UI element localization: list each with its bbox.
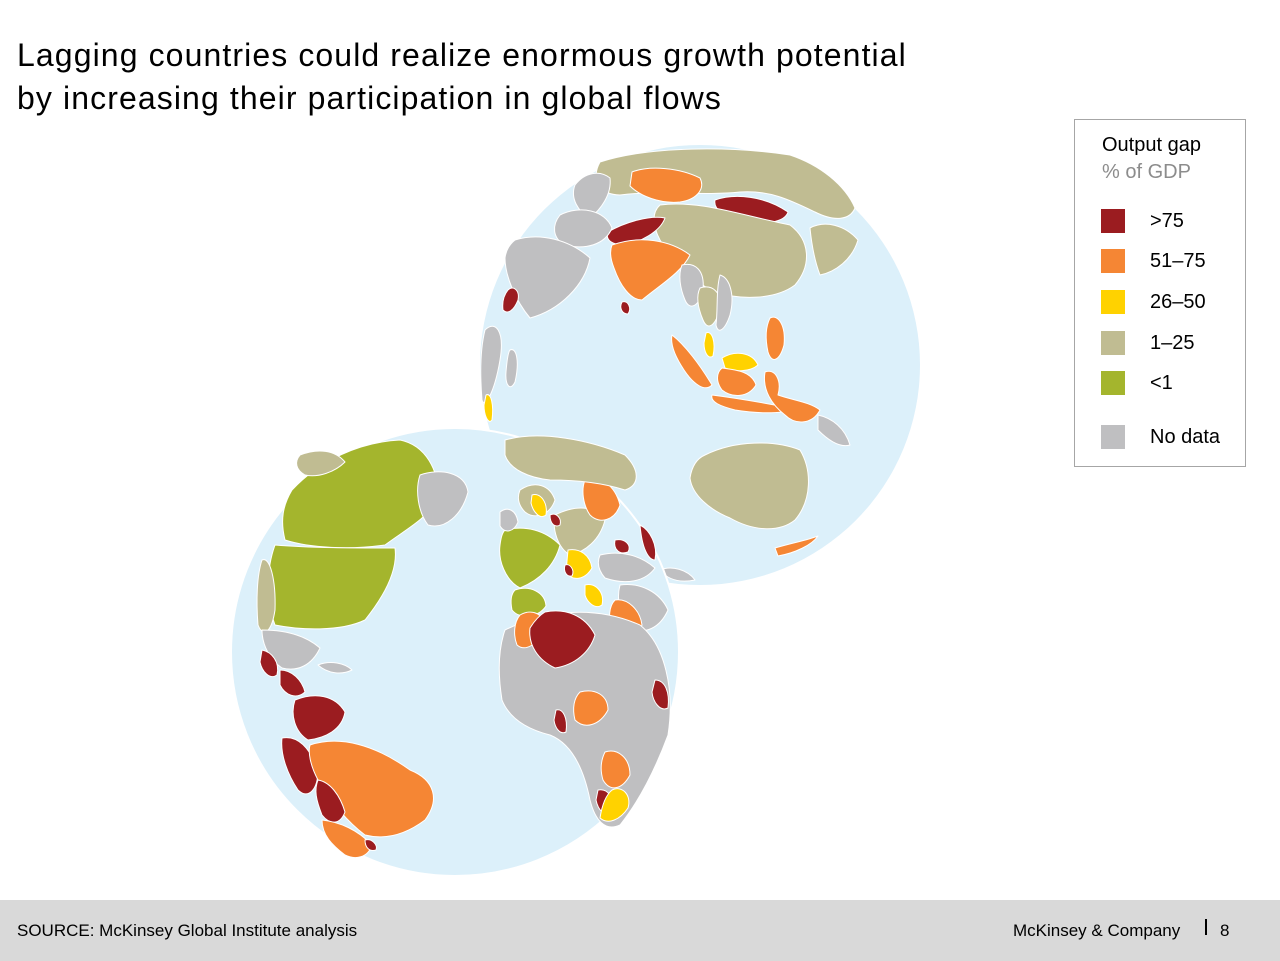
western-hemisphere-globe — [230, 427, 680, 877]
legend-swatch — [1101, 249, 1125, 273]
region-caucasus — [614, 539, 630, 554]
region-uruguay — [364, 839, 377, 851]
region-sri-lanka — [620, 301, 631, 315]
region-nigeria — [573, 690, 609, 726]
legend-label: 26–50 — [1150, 291, 1206, 313]
title-line-1: Lagging countries could realize enormous… — [17, 37, 907, 73]
region-arabia — [504, 236, 591, 319]
legend-label: 51–75 — [1150, 250, 1206, 272]
region-east-africa-west — [600, 750, 631, 789]
region-venezuela-colombia — [292, 695, 346, 741]
region-mexico-red — [259, 649, 279, 677]
title-line-2: by increasing their participation in glo… — [17, 80, 722, 116]
region-italy-red — [564, 564, 574, 577]
region-balkans-red — [549, 513, 561, 527]
region-greece-yellow — [584, 583, 604, 608]
region-thailand — [697, 286, 721, 327]
legend-swatch — [1101, 209, 1125, 233]
region-myanmar — [679, 263, 704, 307]
legend-title: Output gap — [1102, 134, 1201, 156]
region-east-antarctic-sliver — [659, 567, 696, 582]
legend-label: <1 — [1150, 372, 1173, 394]
region-caribbean — [317, 662, 353, 674]
region-argentina — [321, 819, 373, 858]
region-mozambique-yellow — [599, 788, 630, 822]
region-ghana — [553, 709, 567, 734]
region-mozambique-coast — [483, 394, 494, 422]
region-pakistan — [606, 216, 666, 246]
region-madagascar — [505, 349, 518, 388]
legend-label: 1–25 — [1150, 332, 1195, 354]
region-kazakhstan — [629, 167, 703, 203]
region-png — [817, 414, 851, 447]
legend: Output gap % of GDP >75 51–75 26–50 1–25… — [1074, 119, 1246, 467]
legend-label: No data — [1150, 426, 1221, 448]
region-algeria — [529, 610, 596, 669]
page-title: Lagging countries could realize enormous… — [17, 34, 1027, 120]
region-russia-west — [504, 435, 637, 491]
region-australia — [689, 442, 809, 530]
region-alaska — [296, 450, 346, 477]
world-map — [230, 145, 920, 877]
legend-swatch — [1101, 331, 1125, 355]
region-central-america — [279, 669, 306, 697]
region-europe-west — [499, 527, 561, 589]
region-malaysia-peninsula — [703, 332, 715, 358]
region-borneo-indonesia — [717, 367, 757, 396]
legend-swatch — [1101, 371, 1125, 395]
legend-label: >75 — [1150, 210, 1184, 232]
region-vietnam — [715, 274, 733, 331]
region-sulawesi-papua — [763, 370, 821, 423]
region-java — [711, 394, 791, 414]
region-black-sea-red — [639, 524, 657, 561]
source-note: SOURCE: McKinsey Global Institute analys… — [17, 921, 358, 940]
region-philippines — [765, 316, 785, 360]
region-korea-japan — [809, 223, 859, 276]
legend-swatch — [1101, 290, 1125, 314]
region-sweden-yellow — [530, 493, 547, 517]
region-russia — [595, 148, 856, 219]
footer-divider — [1205, 919, 1207, 935]
region-turkey — [597, 552, 656, 583]
region-new-zealand — [774, 535, 819, 557]
region-sumatra — [671, 334, 713, 389]
region-iran — [554, 209, 613, 248]
region-greenland — [417, 471, 469, 527]
brand-name: McKinsey & Company — [1013, 921, 1181, 940]
region-ethiopia-red — [651, 679, 669, 710]
region-india — [610, 239, 691, 301]
footer-bar: SOURCE: McKinsey Global Institute analys… — [0, 900, 1280, 961]
page-number: 8 — [1220, 921, 1230, 940]
legend-subtitle: % of GDP — [1102, 161, 1191, 183]
region-eastern-europe — [553, 507, 606, 556]
legend-swatch — [1101, 425, 1125, 449]
region-yemen-red — [502, 287, 519, 313]
region-uk — [499, 508, 519, 532]
region-scandinavia — [573, 172, 611, 219]
